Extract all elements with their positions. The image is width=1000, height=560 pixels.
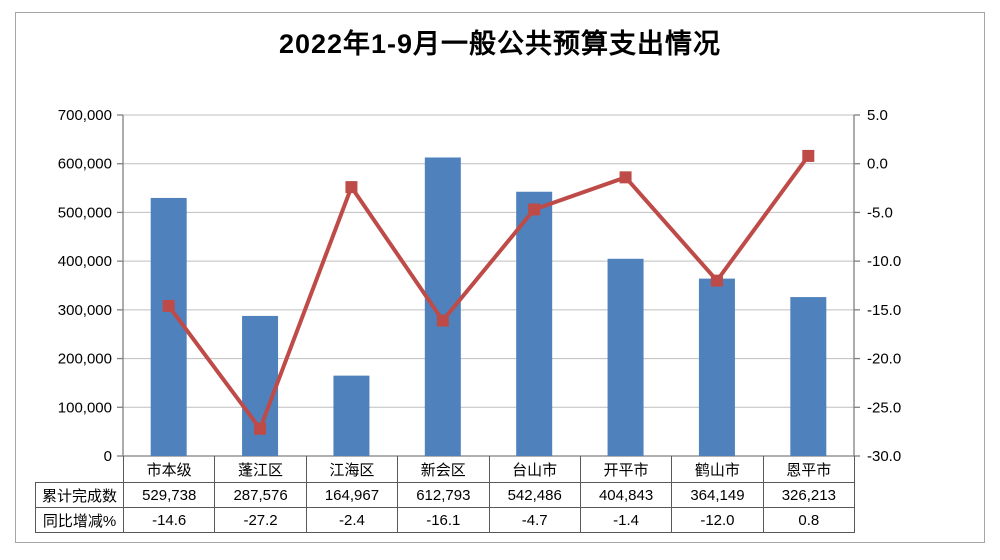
right-axis-tick-label: 5.0 [867, 107, 888, 124]
value-cell: 326,213 [762, 482, 856, 508]
right-axis-tick-label: -30.0 [867, 448, 901, 465]
bar [150, 197, 187, 457]
line-series [167, 154, 810, 433]
value-cell: 529,738 [122, 482, 216, 508]
category-row: 市本级 蓬江区 江海区 新会区 台山市 开平市 鹤山市 恩平市 [36, 456, 856, 483]
right-axis-tick-label: -20.0 [867, 351, 901, 368]
line-marker [619, 171, 632, 184]
value-cell: -16.1 [397, 507, 490, 533]
table-row: 累计完成数 529,738 287,576 164,967 612,793 542,486… [35, 482, 856, 508]
value-cell: 287,576 [214, 482, 307, 508]
bar [790, 297, 827, 456]
value-cell: -27.2 [214, 507, 307, 533]
category-cell: 开平市 [579, 456, 673, 483]
line-marker [436, 314, 449, 327]
bar [607, 258, 644, 456]
left-axis-tick-label: 700,000 [58, 107, 112, 124]
value-cell: 0.8 [762, 507, 856, 533]
bar [333, 375, 370, 456]
value-cell: -2.4 [305, 507, 399, 533]
line-marker [345, 181, 358, 194]
left-axis-tick-label: 600,000 [58, 156, 112, 173]
line-marker [802, 149, 815, 162]
left-axis-tick-label: 100,000 [58, 399, 112, 416]
category-cell: 台山市 [488, 456, 581, 483]
left-axis-tick-label: 500,000 [58, 204, 112, 221]
left-axis-tick-label: 400,000 [58, 253, 112, 270]
bar [242, 315, 279, 456]
row-label-cell: 同比增减% [35, 507, 124, 533]
value-cell: -4.7 [488, 507, 581, 533]
value-cell: 404,843 [579, 482, 673, 508]
left-axis-tick-label: 0 [104, 448, 112, 465]
category-cell: 恩平市 [762, 456, 856, 483]
data-table: 市本级 蓬江区 江海区 新会区 台山市 开平市 鹤山市 恩平市 累计完成数 529,738 287,… [35, 456, 856, 533]
table-corner-cell [36, 456, 124, 483]
category-cell: 蓬江区 [214, 456, 307, 483]
category-cell: 江海区 [305, 456, 399, 483]
left-axis-tick-label: 300,000 [58, 302, 112, 319]
value-cell: 612,793 [397, 482, 490, 508]
line-marker [528, 203, 541, 216]
row-label-cell: 累计完成数 [35, 482, 124, 508]
line-marker [710, 274, 723, 287]
right-axis-tick-label: 0.0 [867, 156, 888, 173]
right-axis-tick-label: -5.0 [867, 204, 893, 221]
left-axis-tick-label: 200,000 [58, 351, 112, 368]
value-cell: -1.4 [579, 507, 673, 533]
chart-title: 2022年1-9月一般公共预算支出情况 [278, 29, 722, 59]
line-marker [162, 299, 175, 312]
line-marker [254, 422, 267, 435]
bar [698, 278, 735, 456]
category-cell: 鹤山市 [671, 456, 764, 483]
value-cell: 364,149 [671, 482, 764, 508]
bar [516, 191, 553, 457]
value-cell: 542,486 [488, 482, 581, 508]
right-axis-tick-label: -25.0 [867, 399, 901, 416]
value-cell: -12.0 [671, 507, 764, 533]
value-cell: -14.6 [122, 507, 216, 533]
value-cell: 164,967 [305, 482, 399, 508]
category-cell: 市本级 [122, 456, 216, 483]
table-row: 同比增减% -14.6 -27.2 -2.4 -16.1 -4.7 -1.4 -12.0 0.8 [35, 507, 856, 533]
right-axis-tick-label: -15.0 [867, 302, 901, 319]
category-cell: 新会区 [397, 456, 490, 483]
right-axis-tick-label: -10.0 [867, 253, 901, 270]
